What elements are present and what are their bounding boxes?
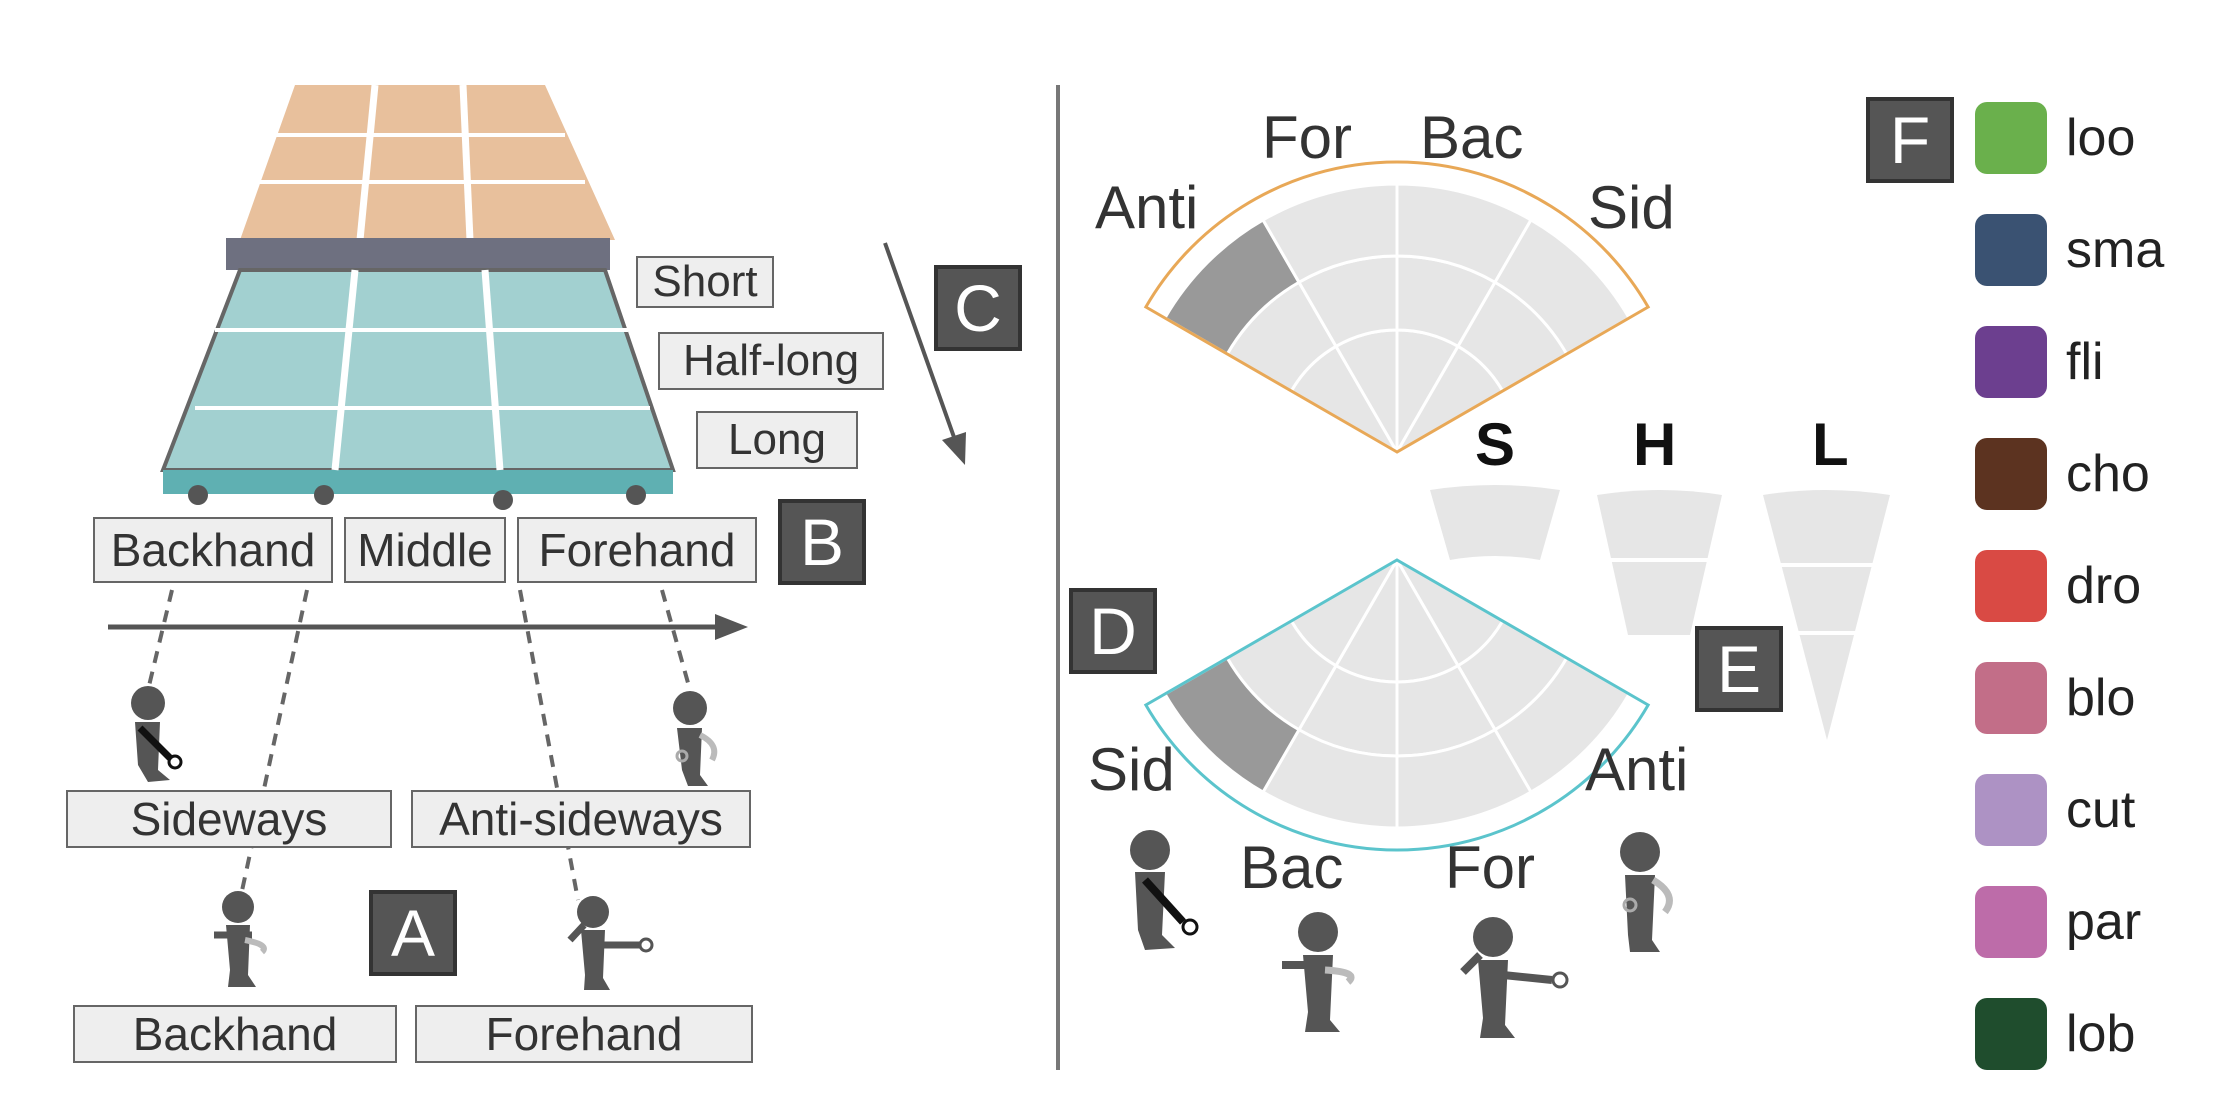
pose-label-backhand: Backhand — [73, 1005, 397, 1063]
near-court — [160, 268, 676, 510]
legend-swatch-blo — [1975, 662, 2047, 734]
legend-label-cut: cut — [2066, 781, 2136, 839]
top-fan-label-anti: Anti — [1095, 174, 1199, 241]
length-wedges — [1430, 485, 1890, 740]
tag-f: F — [1866, 97, 1954, 183]
position-arrow — [108, 614, 748, 640]
player-bac-icon — [1282, 912, 1355, 1032]
long-wedge — [1763, 490, 1890, 740]
tag-c: C — [934, 265, 1022, 351]
dashed-leaders — [146, 589, 692, 901]
bottom-fan-label-for: For — [1445, 834, 1535, 901]
tag-e: E — [1695, 626, 1783, 712]
bottom-fan-label-anti: Anti — [1585, 736, 1689, 803]
legend-label-dro: dro — [2066, 557, 2142, 615]
player-backhand-icon — [214, 891, 267, 987]
legend-label-sma: sma — [2066, 221, 2165, 279]
far-court — [240, 84, 615, 241]
tag-a: A — [369, 890, 457, 976]
legend-swatch-loo — [1975, 102, 2047, 174]
length-label-h: H — [1633, 411, 1677, 478]
bottom-fan-label-sid: Sid — [1088, 736, 1175, 803]
legend-label-blo: blo — [2066, 669, 2136, 727]
fan-outline — [1143, 160, 1651, 454]
tag-d: D — [1069, 588, 1157, 674]
legend-swatch-par — [1975, 886, 2047, 958]
bottom-fan — [1143, 554, 1651, 852]
legend-label-lob: lob — [2066, 1005, 2136, 1063]
bottom-fan-label-bac: Bac — [1240, 834, 1344, 901]
legend-label-cho: cho — [2066, 445, 2150, 503]
depth-arrow — [883, 242, 966, 465]
legend-swatch-sma — [1975, 214, 2047, 286]
half-wedge — [1597, 490, 1722, 635]
depth-label-long: Long — [696, 411, 858, 469]
legend-label-fli: fli — [2066, 333, 2104, 391]
player-sideways-icon — [131, 686, 183, 782]
pose-label-sideways: Sideways — [66, 790, 392, 848]
legend-swatch-cho — [1975, 438, 2047, 510]
pose-label-anti-sideways: Anti-sideways — [411, 790, 751, 848]
tag-b: B — [778, 499, 866, 585]
top-fan-label-bac: Bac — [1420, 104, 1524, 171]
position-label-backhand: Backhand — [93, 517, 333, 583]
legend-label-loo: loo — [2066, 109, 2136, 167]
depth-label-short: Short — [636, 256, 774, 308]
legend-label-par: par — [2066, 893, 2142, 951]
position-label-forehand: Forehand — [517, 517, 757, 583]
player-anti-icon — [1620, 832, 1673, 952]
legend-swatch-cut — [1975, 774, 2047, 846]
top-fan-label-sid: Sid — [1588, 174, 1675, 241]
player-for-icon — [1460, 917, 1569, 1038]
player-forehand-icon — [567, 896, 654, 990]
length-label-s: S — [1475, 411, 1516, 478]
player-anti-sideways-icon — [673, 691, 718, 786]
pose-label-forehand: Forehand — [415, 1005, 753, 1063]
top-fan-label-for: For — [1262, 104, 1352, 171]
net — [226, 238, 610, 270]
player-sid-icon — [1130, 830, 1199, 950]
position-label-middle: Middle — [344, 517, 506, 583]
legend-swatch-fli — [1975, 326, 2047, 398]
legend-swatch-dro — [1975, 550, 2047, 622]
short-wedge — [1430, 485, 1560, 560]
top-fan — [1143, 160, 1651, 458]
fan-outline — [1143, 558, 1651, 852]
length-label-l: L — [1812, 411, 1849, 478]
legend-swatch-lob — [1975, 998, 2047, 1070]
depth-label-half-long: Half-long — [658, 332, 884, 390]
